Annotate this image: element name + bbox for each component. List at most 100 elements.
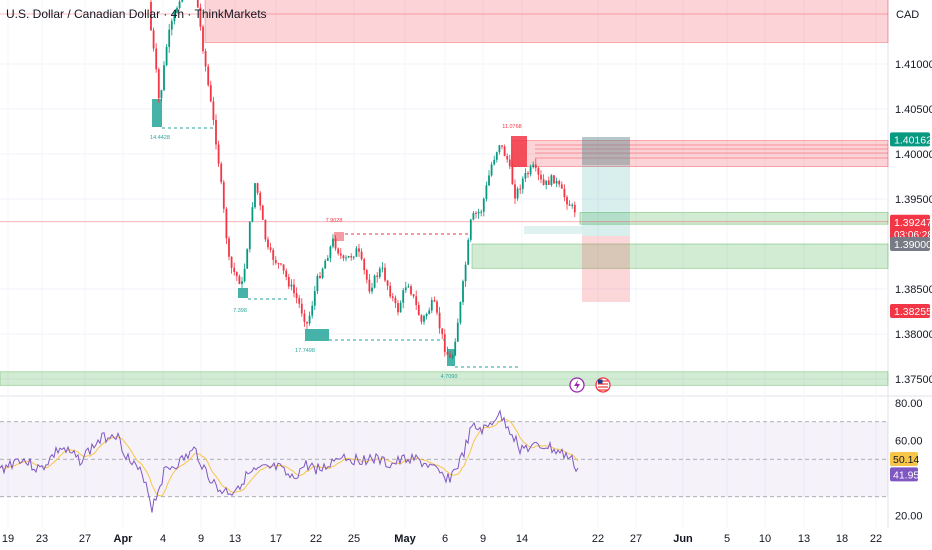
us-flag-icon-canton	[598, 379, 603, 384]
candle-body	[285, 270, 288, 278]
candle-body	[300, 303, 303, 314]
time-tick-label: 18	[836, 533, 848, 545]
candle-body	[384, 267, 386, 281]
swing-highlight	[305, 329, 329, 341]
price-tag-label: 1.38255	[894, 306, 932, 318]
candle-body	[254, 183, 256, 208]
candle-body	[532, 164, 535, 168]
candle-body	[290, 284, 293, 287]
candle-body	[264, 219, 267, 240]
swing-annotation: 11.0768	[502, 124, 521, 130]
candle-body	[555, 180, 558, 184]
candle-body	[204, 51, 207, 67]
candle-body	[199, 7, 202, 27]
candle-body	[373, 275, 376, 288]
candle-body	[248, 221, 251, 250]
candle-body	[217, 144, 220, 164]
candle-body	[350, 256, 353, 258]
candle-body	[173, 12, 176, 22]
candle-body	[511, 166, 514, 185]
candle-body	[573, 204, 576, 213]
candle-body	[542, 179, 545, 185]
small-demand-box	[524, 226, 582, 234]
candle-body	[391, 296, 394, 298]
candle-body	[454, 341, 457, 356]
candle-body	[389, 285, 392, 297]
candle-body	[529, 167, 532, 175]
candle-body	[267, 239, 269, 248]
candle-body	[342, 255, 345, 259]
candle-body	[303, 313, 306, 322]
candle-body	[295, 293, 298, 299]
price-tag	[890, 214, 930, 241]
candle-body	[215, 119, 217, 145]
candle-body	[488, 175, 490, 186]
candle-body	[256, 183, 259, 193]
candle-body	[412, 294, 415, 297]
candle-body	[324, 260, 327, 269]
candle-body	[415, 296, 418, 306]
supply-zone	[204, 0, 889, 43]
candle-body	[228, 238, 230, 257]
time-tick-label: 9	[198, 533, 204, 545]
rsi-value-tag	[890, 451, 918, 466]
candle-body	[560, 184, 563, 189]
rsi-tick-label: 20.00	[895, 511, 923, 523]
candle-body	[464, 264, 467, 282]
time-tick-label: 13	[229, 533, 241, 545]
candle-body	[163, 65, 165, 91]
candle-body	[150, 2, 152, 31]
candle-body	[547, 180, 550, 185]
candle-body	[438, 312, 441, 329]
swing-annotation: 7.9028	[326, 218, 343, 224]
candle-body	[516, 188, 519, 199]
candle-body	[269, 247, 272, 250]
candle-body	[534, 164, 537, 168]
us-flag-icon[interactable]	[595, 377, 611, 393]
candle-body	[378, 268, 381, 278]
swing-highlight	[511, 136, 527, 167]
rsi-tick-label: 80.00	[895, 398, 923, 410]
candle-body	[508, 159, 511, 167]
candle-body	[298, 298, 301, 304]
candle-body	[441, 328, 444, 335]
candle-body	[404, 287, 407, 291]
candle-body	[261, 205, 264, 220]
rsi-ma-line	[0, 418, 579, 497]
time-axis[interactable]: 19 23 27 Apr 4 9 13 17 22 25 May 6 9 14 22 27 Jun 5 10 13 18…	[2, 533, 882, 545]
currency-label[interactable]: CAD	[896, 9, 920, 21]
candle-body	[233, 267, 236, 272]
candle-body	[308, 315, 311, 324]
chart-title: U.S. Dollar / Canadian Dollar · 4h · Thi…	[6, 7, 267, 21]
candle-body	[386, 280, 389, 286]
candle-body	[420, 315, 423, 322]
candle-body	[506, 156, 509, 160]
swing-highlight	[447, 349, 455, 366]
target-box	[582, 137, 630, 236]
time-tick-label: 10	[759, 533, 771, 545]
candle-body	[196, 0, 199, 8]
candle-body	[456, 322, 459, 342]
swing-highlight	[334, 232, 344, 241]
rsi-panel: 80.00 60.00 20.00 50.14 41.95	[0, 398, 923, 523]
candle-body	[417, 305, 420, 316]
price-axis[interactable]: 1.41000 1.40500 1.40000 1.39500 1.38500 1.380…	[890, 59, 932, 386]
candle-body	[176, 7, 178, 13]
lightning-icon[interactable]	[569, 377, 585, 393]
candle-body	[566, 197, 568, 205]
price-tick-label: 1.38000	[895, 329, 932, 341]
candle-body	[225, 208, 228, 239]
candle-body	[490, 164, 493, 176]
candle-body	[347, 256, 350, 258]
time-tick-label: May	[394, 533, 416, 545]
price-tick-label: 1.38500	[895, 284, 932, 296]
candle-body	[165, 47, 168, 66]
demand-zone	[471, 243, 889, 269]
candle-body	[178, 1, 181, 8]
candle-body	[181, 0, 184, 2]
candle-body	[472, 212, 475, 220]
time-tick-label: 27	[630, 533, 642, 545]
price-tag	[890, 304, 930, 319]
event-icons[interactable]	[569, 377, 611, 393]
